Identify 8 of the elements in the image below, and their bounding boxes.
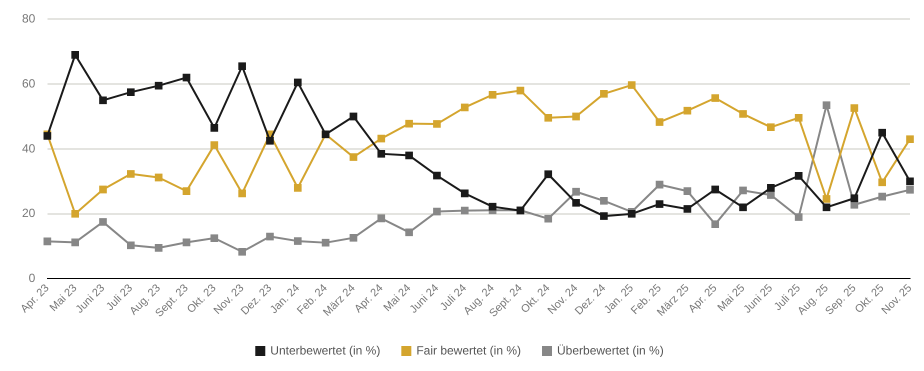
y-tick-label: 80 xyxy=(22,12,36,26)
y-tick-label: 60 xyxy=(22,76,36,90)
legend-label: Unterbewertet (in %) xyxy=(270,343,380,358)
legend-label: Überbewertet (in %) xyxy=(557,343,664,358)
y-tick-label: 40 xyxy=(22,141,36,156)
legend-label: Fair bewertet (in %) xyxy=(416,343,522,358)
y-tick-label: 20 xyxy=(22,206,36,220)
y-tick-label: 0 xyxy=(28,271,36,286)
